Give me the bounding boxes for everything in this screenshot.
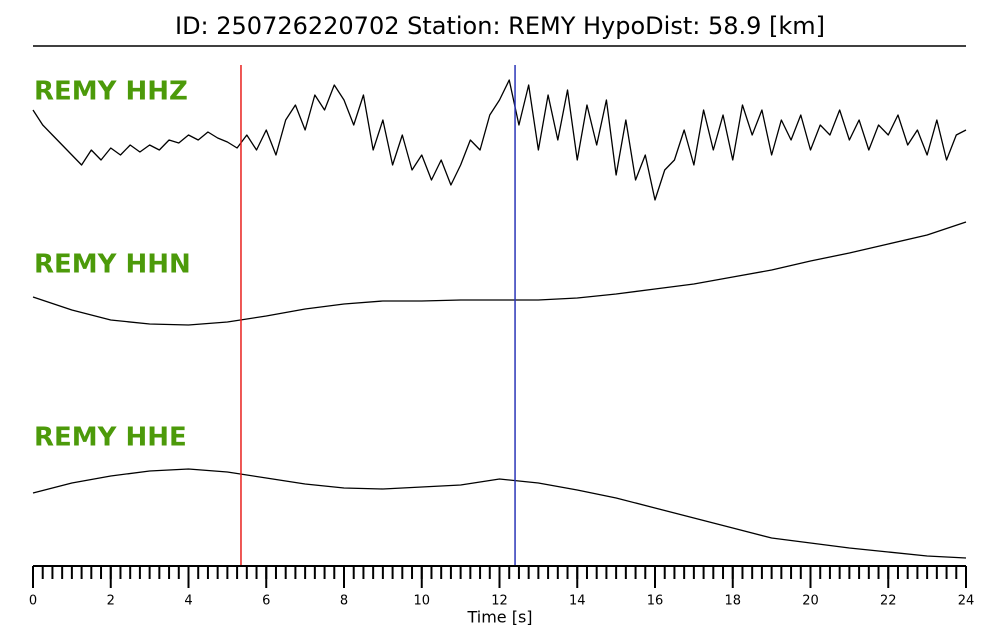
trace [32,468,967,559]
x-tick-label: 20 [802,594,819,609]
x-tick-label: 24 [958,594,975,609]
x-tick-label: 10 [413,594,430,609]
trace [32,79,967,201]
x-tick-label: 14 [569,594,586,609]
x-tick-label: 8 [340,594,348,609]
x-tick-label: 16 [647,594,664,609]
x-tick-label: 0 [29,594,37,609]
trace-label: REMY HHZ [34,77,188,107]
trace-label: REMY HHN [34,250,191,280]
x-tick-label: 6 [262,594,270,609]
chart-title: ID: 250726220702 Station: REMY HypoDist:… [175,12,825,40]
x-tick-label: 22 [880,594,897,609]
x-tick-label: 2 [107,594,115,609]
x-tick-label: 18 [724,594,741,609]
trace-label: REMY HHE [34,423,187,453]
x-tick-label: 12 [491,594,508,609]
x-tick-label: 4 [184,594,192,609]
x-axis-label: Time [s] [466,608,532,627]
trace [32,221,967,326]
